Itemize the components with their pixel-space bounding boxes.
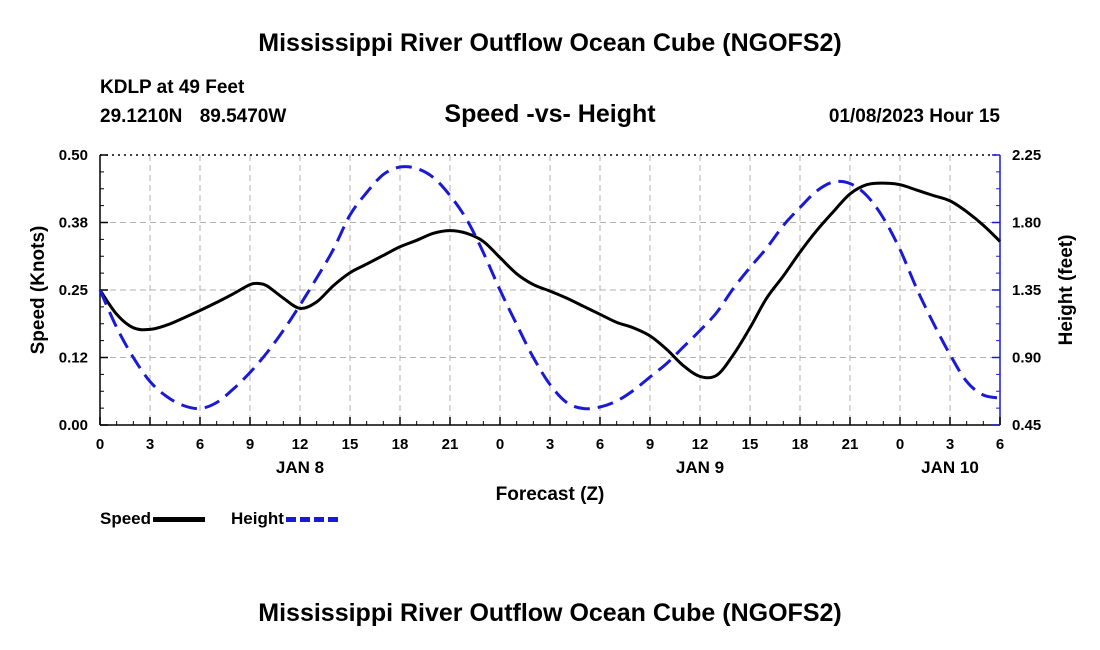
chart-subtitle: Speed -vs- Height: [444, 100, 656, 128]
x-tick-label: 18: [792, 436, 809, 453]
x-tick-label: 0: [496, 436, 504, 453]
forecast-timestamp: 01/08/2023 Hour 15: [828, 106, 1000, 127]
right-tick-label: 1.80: [1012, 215, 1041, 232]
left-tick-label: 0.12: [59, 350, 88, 367]
x-tick-label: 21: [842, 436, 859, 453]
legend-height: Height: [231, 509, 338, 529]
x-tick-label: 21: [442, 436, 459, 453]
station-coordinates: 29.1210N 89.5470W: [100, 106, 298, 128]
x-tick-label: 3: [146, 436, 154, 453]
legend-speed-label: Speed: [100, 509, 152, 528]
chart-title: Mississippi River Outflow Ocean Cube (NG…: [258, 29, 842, 57]
station-latitude: 29.1210N: [100, 106, 183, 127]
x-tick-label: 15: [742, 436, 759, 453]
x-tick-label: 0: [896, 436, 904, 453]
left-tick-label: 0.50: [59, 147, 88, 164]
x-tick-label: 3: [546, 436, 554, 453]
left-tick-label: 0.38: [59, 215, 88, 232]
x-tick-label: 9: [246, 436, 254, 453]
x-tick-label: 6: [196, 436, 204, 453]
left-axis-label: Speed (Knots): [28, 226, 49, 355]
right-tick-label: 2.25: [1012, 147, 1041, 164]
left-tick-label: 0.00: [59, 417, 88, 434]
x-tick-label: 18: [392, 436, 409, 453]
legend-speed-swatch: [153, 516, 206, 522]
x-tick-label: 0: [96, 436, 104, 453]
date-label: JAN 9: [676, 458, 724, 477]
station-longitude: 89.5470W: [199, 106, 287, 127]
legend-height-label: Height: [231, 509, 284, 528]
x-tick-label: 12: [292, 436, 309, 453]
x-tick-label: 15: [342, 436, 359, 453]
height-series-line: [98, 165, 1001, 411]
right-tick-label: 1.35: [1012, 282, 1041, 299]
left-tick-label: 0.25: [59, 282, 88, 299]
right-axis-label: Height (feet): [1056, 235, 1077, 346]
station-name: KDLP at 49 Feet: [100, 77, 245, 98]
date-label: JAN 10: [921, 458, 979, 477]
bottom-chart-title: Mississippi River Outflow Ocean Cube (NG…: [258, 599, 842, 627]
date-label: JAN 8: [276, 458, 324, 477]
x-tick-label: 3: [946, 436, 954, 453]
x-tick-label: 12: [692, 436, 709, 453]
x-tick-label: 6: [996, 436, 1004, 453]
right-tick-label: 0.45: [1012, 417, 1041, 434]
x-axis-label: Forecast (Z): [496, 484, 605, 505]
legend-speed: Speed: [100, 509, 206, 529]
speed-series-line: [98, 181, 1002, 380]
x-tick-label: 9: [646, 436, 654, 453]
legend-height-swatch: [285, 516, 338, 522]
right-tick-label: 0.90: [1012, 350, 1041, 367]
x-tick-label: 6: [596, 436, 604, 453]
